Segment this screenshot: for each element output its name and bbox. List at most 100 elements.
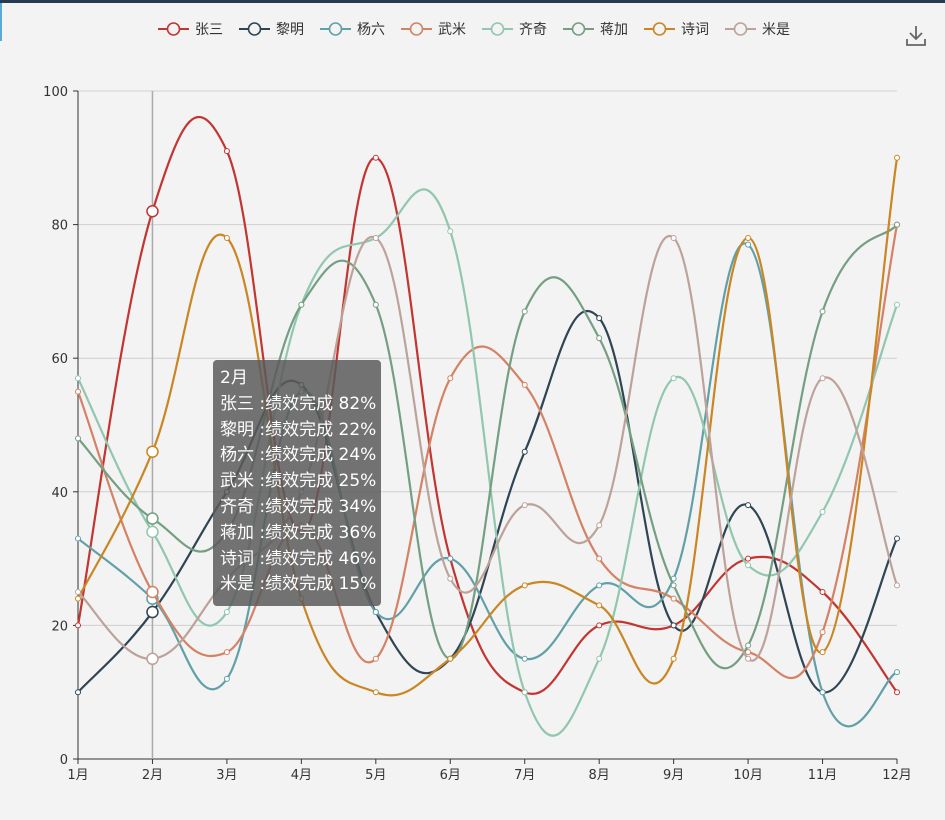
data-point[interactable] — [146, 445, 159, 458]
data-point[interactable] — [894, 669, 900, 676]
data-point[interactable] — [670, 582, 677, 589]
data-point[interactable] — [521, 582, 528, 589]
data-point[interactable] — [670, 655, 677, 662]
download-icon[interactable] — [905, 24, 927, 48]
tooltip-separator: : — [254, 574, 266, 595]
data-point[interactable] — [894, 689, 900, 696]
data-point[interactable] — [298, 301, 305, 308]
x-tick-label: 10月 — [733, 768, 763, 783]
data-point[interactable] — [819, 375, 826, 382]
data-point[interactable] — [146, 605, 159, 619]
data-point[interactable] — [819, 689, 826, 696]
data-point[interactable] — [521, 381, 528, 388]
data-point[interactable] — [447, 228, 454, 235]
data-point[interactable] — [447, 655, 454, 662]
data-point[interactable] — [596, 555, 603, 562]
x-tick-label: 3月 — [216, 768, 237, 783]
data-point[interactable] — [894, 582, 900, 589]
data-point[interactable] — [745, 234, 752, 241]
data-point[interactable] — [521, 308, 528, 315]
legend-item[interactable]: 米是 — [725, 22, 790, 38]
data-point[interactable] — [521, 502, 528, 509]
data-point[interactable] — [447, 555, 454, 562]
tooltip-series-name: 张三 — [220, 393, 254, 414]
data-point[interactable] — [894, 221, 900, 228]
tooltip-value: 绩效完成 25% — [265, 471, 377, 492]
data-point[interactable] — [146, 525, 159, 539]
data-point[interactable] — [75, 535, 81, 542]
data-point[interactable] — [745, 642, 752, 649]
data-point[interactable] — [447, 375, 454, 382]
tooltip: 2月 张三 :绩效完成 82% 黎明 :绩效完成 22% 杨六 :绩效完成 24% 武… — [213, 360, 381, 606]
data-point[interactable] — [372, 301, 379, 308]
data-point[interactable] — [447, 575, 454, 582]
legend-item[interactable]: 张三 — [158, 22, 223, 38]
x-tick-label: 4月 — [291, 768, 312, 783]
data-point[interactable] — [596, 622, 603, 629]
data-point[interactable] — [223, 234, 230, 241]
legend-item[interactable]: 诗词 — [644, 22, 709, 38]
data-point[interactable] — [894, 154, 900, 161]
data-point[interactable] — [819, 589, 826, 595]
data-point[interactable] — [223, 609, 230, 616]
data-point[interactable] — [521, 655, 528, 662]
data-point[interactable] — [75, 375, 81, 382]
data-point[interactable] — [596, 655, 603, 662]
data-point[interactable] — [75, 689, 81, 696]
tooltip-series-name: 米是 — [220, 574, 254, 595]
tooltip-value: 绩效完成 82% — [265, 393, 377, 414]
legend-item[interactable]: 武米 — [401, 22, 466, 38]
data-point[interactable] — [75, 589, 81, 595]
legend-item[interactable]: 蒋加 — [563, 22, 628, 38]
data-point[interactable] — [745, 502, 752, 509]
axes: 0 20 40 60 80 100 1月 2月 3月 4月 5月 6月 7月 8月 9月 10月 11月 12月 — [43, 85, 912, 783]
data-point[interactable] — [819, 508, 826, 515]
legend-item[interactable]: 齐奇 — [482, 21, 547, 38]
data-point[interactable] — [596, 602, 603, 609]
data-point[interactable] — [75, 622, 81, 629]
data-point[interactable] — [146, 512, 159, 525]
data-point[interactable] — [745, 562, 752, 569]
legend-marker — [733, 22, 748, 36]
data-point[interactable] — [819, 629, 826, 636]
data-point[interactable] — [75, 388, 81, 395]
data-point[interactable] — [146, 652, 159, 666]
data-point[interactable] — [372, 234, 379, 241]
data-point[interactable] — [670, 622, 677, 629]
legend-item[interactable]: 杨六 — [320, 22, 385, 38]
data-point[interactable] — [372, 655, 379, 662]
data-point[interactable] — [75, 435, 81, 442]
tooltip-separator: : — [254, 548, 266, 569]
tooltip-row: 米是 :绩效完成 15% — [220, 572, 381, 598]
data-point[interactable] — [670, 375, 677, 382]
data-point[interactable] — [596, 315, 603, 322]
data-point[interactable] — [745, 555, 752, 562]
data-point[interactable] — [223, 148, 230, 155]
tooltip-separator: : — [254, 445, 266, 466]
data-point[interactable] — [521, 448, 528, 455]
data-point[interactable] — [223, 675, 230, 682]
data-point[interactable] — [745, 241, 752, 248]
data-point[interactable] — [146, 204, 159, 218]
data-point[interactable] — [146, 585, 159, 599]
data-point[interactable] — [596, 582, 603, 589]
data-point[interactable] — [596, 335, 603, 342]
data-point[interactable] — [670, 234, 677, 241]
data-point[interactable] — [894, 535, 900, 542]
data-point[interactable] — [894, 301, 900, 308]
data-point[interactable] — [75, 595, 81, 602]
data-point[interactable] — [745, 649, 752, 656]
data-point[interactable] — [372, 689, 379, 696]
data-point[interactable] — [372, 154, 379, 161]
data-point[interactable] — [819, 649, 826, 656]
data-point[interactable] — [521, 689, 528, 696]
data-point[interactable] — [223, 649, 230, 656]
data-point[interactable] — [745, 655, 752, 662]
data-point[interactable] — [596, 522, 603, 529]
legend-item[interactable]: 黎明 — [239, 22, 304, 38]
tooltip-value: 绩效完成 34% — [265, 496, 377, 517]
data-point[interactable] — [670, 595, 677, 602]
data-point[interactable] — [819, 308, 826, 315]
x-tick-label: 11月 — [808, 768, 838, 783]
data-point[interactable] — [372, 609, 379, 616]
